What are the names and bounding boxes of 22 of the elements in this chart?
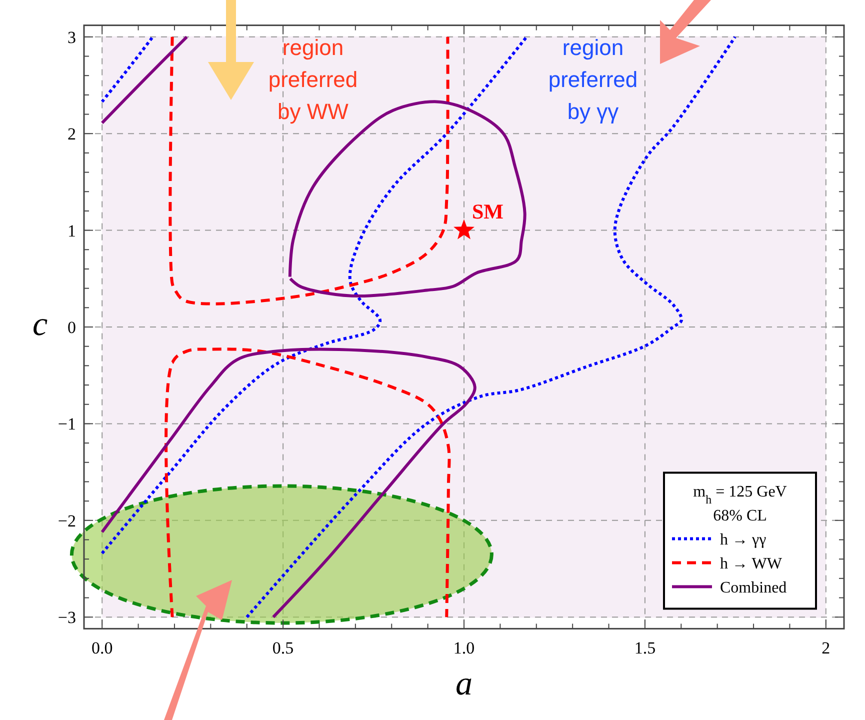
y-axis-title: c — [32, 306, 48, 343]
series-label: SM — [472, 199, 504, 224]
x-tick-label: 0.5 — [272, 638, 294, 658]
y-tick-label: −2 — [58, 511, 76, 530]
legend-label: h → γγ — [720, 532, 766, 549]
annotation: region preferred by γγ — [548, 35, 638, 124]
x-tick-label: 1.0 — [453, 638, 475, 658]
legend-label: h → WW — [720, 556, 783, 573]
x-tick-label: 0.0 — [91, 638, 113, 658]
x-tick-label: 1.5 — [634, 638, 656, 658]
y-tick-label: 2 — [68, 124, 76, 144]
y-tick-label: −1 — [58, 414, 76, 434]
y-tick-label: 1 — [68, 221, 76, 240]
x-tick-label: 2 — [822, 638, 830, 658]
line-series — [100, 35, 528, 555]
x-axis-title: a — [456, 666, 472, 703]
y-tick-label: 3 — [68, 28, 76, 47]
legend-label: Combined — [720, 580, 787, 597]
y-tick-label: −3 — [58, 608, 76, 628]
annotation: region preferred by WW — [268, 35, 358, 124]
y-tick-label: 0 — [68, 318, 76, 337]
line-series — [100, 348, 476, 619]
